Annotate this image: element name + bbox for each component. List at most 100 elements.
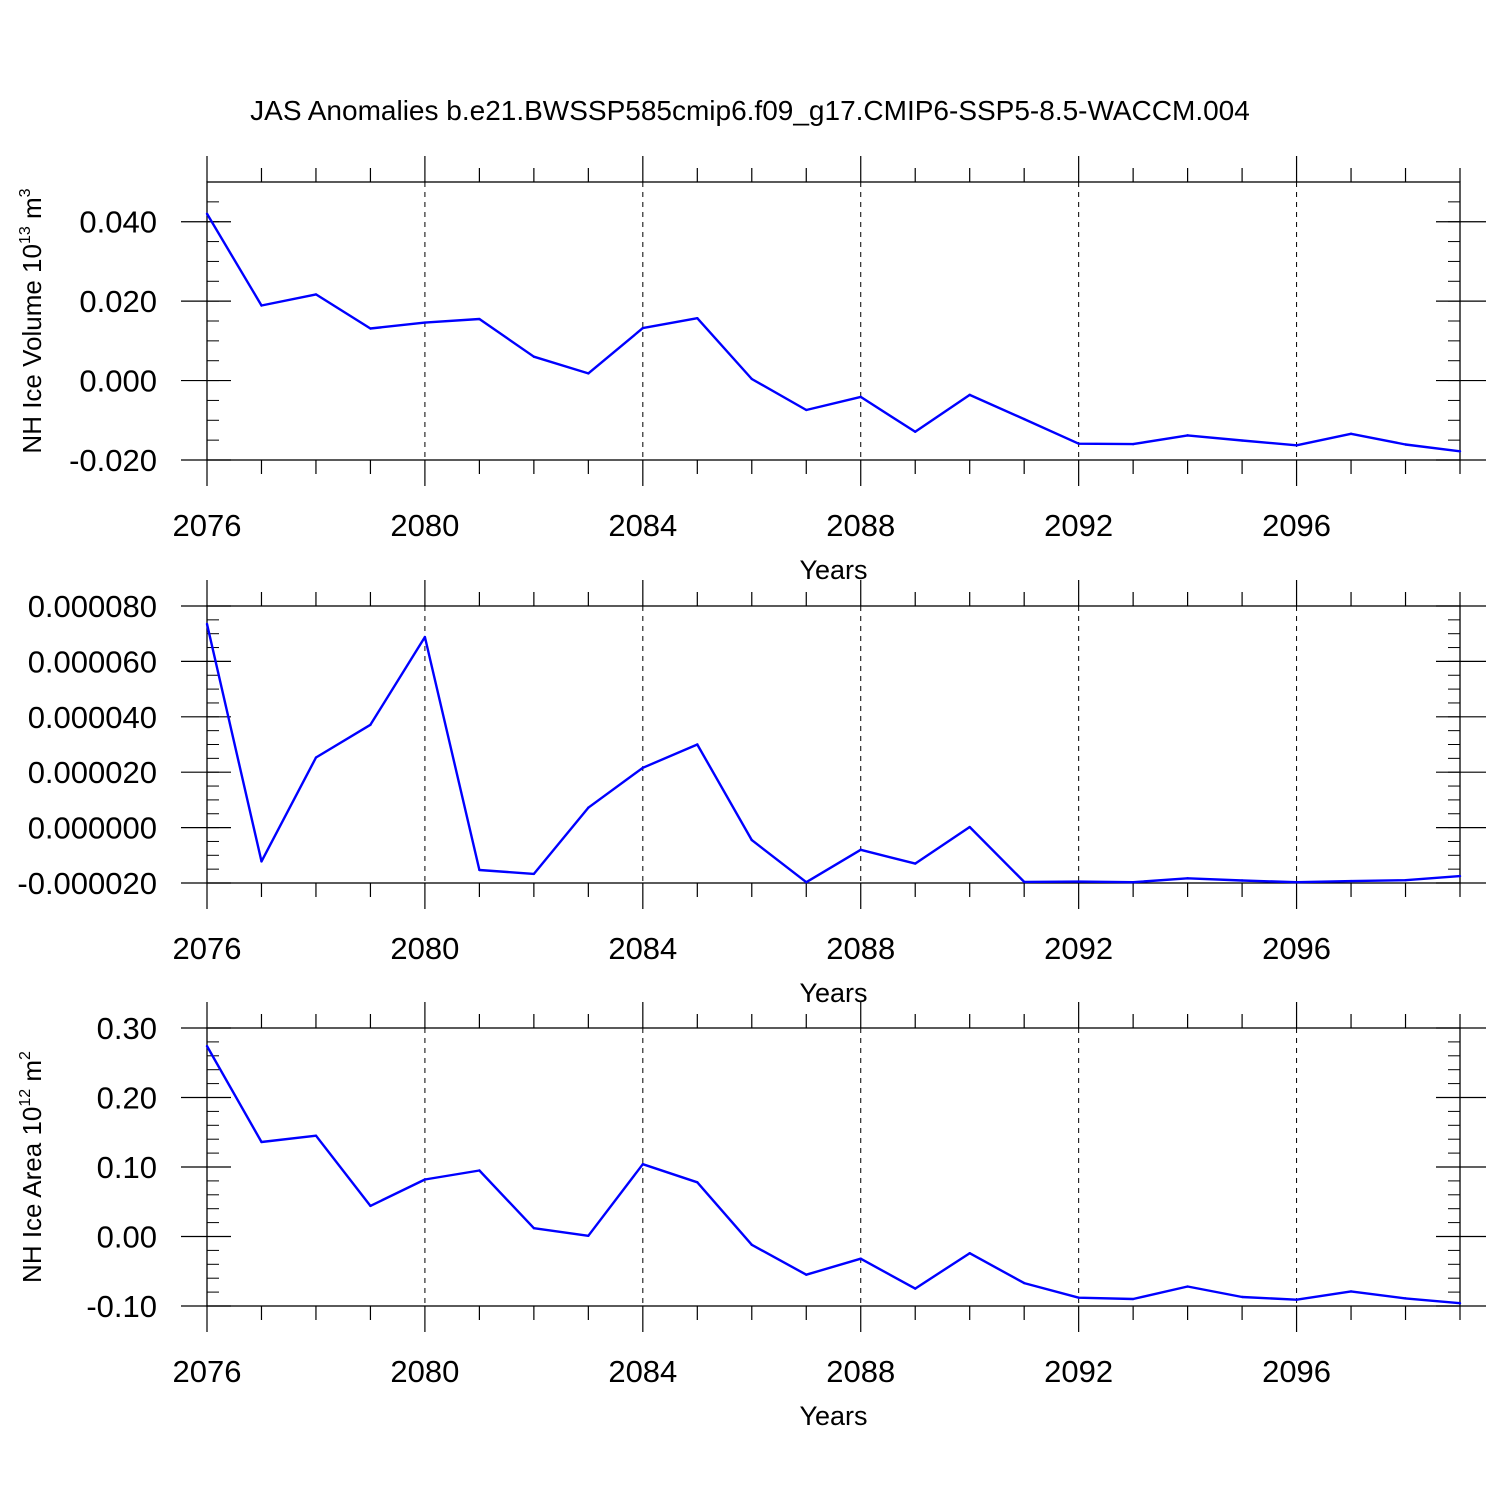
data-point-2085 bbox=[696, 743, 699, 746]
y-tick-label: 0.020 bbox=[79, 284, 157, 319]
data-point-2098 bbox=[1404, 1297, 1407, 1300]
data-point-2082 bbox=[532, 1226, 536, 1230]
data-point-2096 bbox=[1295, 444, 1298, 447]
data-point-2086 bbox=[750, 377, 753, 381]
x-tick-label: 2080 bbox=[390, 931, 459, 966]
data-point-2085 bbox=[696, 1181, 699, 1184]
data-point-2088 bbox=[859, 1257, 862, 1260]
data-point-2080 bbox=[423, 1178, 427, 1181]
data-point-2080 bbox=[423, 321, 427, 324]
data-point-2099 bbox=[1458, 450, 1462, 453]
y-tick-label: 0.000000 bbox=[28, 811, 157, 846]
data-point-2087 bbox=[805, 880, 808, 884]
y-axis-label: NH Ice Area 1012 m2 bbox=[17, 1051, 47, 1283]
data-point-2078 bbox=[314, 756, 318, 759]
data-point-2095 bbox=[1240, 879, 1244, 882]
data-point-2080 bbox=[423, 635, 427, 639]
data-point-2095 bbox=[1240, 439, 1244, 442]
data-point-2097 bbox=[1349, 432, 1353, 435]
data-point-2089 bbox=[914, 430, 917, 434]
y-tick-label: 0.10 bbox=[97, 1150, 157, 1185]
data-point-2093 bbox=[1131, 442, 1135, 446]
x-axis-label: Years bbox=[799, 555, 867, 585]
data-point-2092 bbox=[1077, 1296, 1080, 1299]
x-tick-label: 2096 bbox=[1262, 508, 1331, 543]
y-tick-label: -0.020 bbox=[69, 443, 157, 478]
data-point-2083 bbox=[587, 1234, 590, 1238]
y-tick-label: 0.000020 bbox=[28, 755, 157, 790]
data-point-2084 bbox=[641, 1163, 645, 1166]
x-tick-label: 2084 bbox=[608, 931, 677, 966]
plot-frame bbox=[206, 181, 1461, 461]
data-point-2078 bbox=[314, 293, 318, 296]
data-point-2077 bbox=[260, 304, 263, 307]
x-tick-label: 2092 bbox=[1044, 508, 1113, 543]
y-tick-label: 0.30 bbox=[97, 1011, 157, 1046]
data-point-2098 bbox=[1404, 879, 1407, 882]
data-point-2093 bbox=[1131, 1297, 1135, 1301]
data-point-2092 bbox=[1077, 880, 1080, 883]
data-point-2082 bbox=[532, 872, 536, 876]
y-tick-label: 0.040 bbox=[79, 205, 157, 240]
x-tick-label: 2088 bbox=[826, 1354, 895, 1389]
y-tick-label: -0.10 bbox=[86, 1289, 157, 1324]
data-point-2086 bbox=[750, 1243, 753, 1247]
data-point-2081 bbox=[478, 868, 481, 872]
series-line bbox=[205, 1045, 1461, 1305]
data-point-2084 bbox=[641, 766, 645, 769]
data-point-2099 bbox=[1458, 874, 1462, 878]
y-tick-label: -0.000020 bbox=[17, 866, 157, 901]
data-point-2079 bbox=[369, 1204, 372, 1208]
data-point-2097 bbox=[1349, 1290, 1353, 1293]
data-point-2089 bbox=[914, 1287, 917, 1290]
data-point-2077 bbox=[260, 860, 263, 863]
x-tick-label: 2076 bbox=[173, 931, 242, 966]
data-point-2076 bbox=[205, 1044, 209, 1048]
data-point-2095 bbox=[1240, 1295, 1244, 1299]
data-point-2081 bbox=[478, 317, 481, 321]
data-point-2098 bbox=[1404, 443, 1407, 446]
data-point-2091 bbox=[1022, 417, 1026, 421]
x-tick-label: 2076 bbox=[173, 1354, 242, 1389]
data-point-2085 bbox=[696, 317, 699, 320]
x-tick-label: 2080 bbox=[390, 508, 459, 543]
data-point-2083 bbox=[587, 806, 590, 809]
data-point-2079 bbox=[369, 327, 372, 330]
data-point-2076 bbox=[205, 622, 209, 626]
data-point-2091 bbox=[1022, 880, 1026, 884]
x-axis-label: Years bbox=[799, 978, 867, 1008]
x-tick-label: 2084 bbox=[608, 508, 677, 543]
y-tick-label: 0.000080 bbox=[28, 589, 157, 624]
panel-ice-area: 0.30 0.20 0.10 0.00 -0.10 2076 2080 2084 2088 209… bbox=[17, 1002, 1486, 1431]
x-tick-label: 2080 bbox=[390, 1354, 459, 1389]
data-point-2077 bbox=[260, 1140, 263, 1144]
data-point-2088 bbox=[859, 395, 862, 399]
data-point-2090 bbox=[968, 393, 971, 397]
y-tick-label: 0.000040 bbox=[28, 700, 157, 735]
plot-frame bbox=[206, 605, 1461, 884]
data-point-2097 bbox=[1349, 879, 1353, 883]
x-tick-label: 2096 bbox=[1262, 931, 1331, 966]
x-tick-label: 2092 bbox=[1044, 931, 1113, 966]
data-point-2082 bbox=[532, 355, 536, 358]
x-tick-label: 2088 bbox=[826, 508, 895, 543]
data-point-2088 bbox=[859, 848, 862, 851]
data-point-2087 bbox=[805, 1273, 808, 1276]
data-point-2089 bbox=[914, 862, 917, 865]
data-point-2090 bbox=[968, 825, 971, 829]
data-point-2090 bbox=[968, 1251, 971, 1255]
data-point-2094 bbox=[1186, 877, 1189, 880]
series-line bbox=[205, 623, 1461, 884]
panel-ice-volume: 0.040 0.020 0.000 -0.020 2076 2080 2084 2088 209… bbox=[17, 156, 1486, 585]
data-point-2086 bbox=[750, 838, 753, 842]
data-point-2079 bbox=[369, 723, 372, 727]
data-point-2084 bbox=[641, 326, 645, 330]
y-tick-label: 0.000 bbox=[79, 364, 157, 399]
plot-frame bbox=[206, 1027, 1461, 1307]
x-tick-label: 2096 bbox=[1262, 1354, 1331, 1389]
data-point-2076 bbox=[205, 212, 209, 215]
data-point-2094 bbox=[1186, 1285, 1189, 1288]
data-point-2093 bbox=[1131, 880, 1135, 884]
data-point-2081 bbox=[478, 1169, 481, 1172]
data-point-2096 bbox=[1295, 1298, 1298, 1301]
